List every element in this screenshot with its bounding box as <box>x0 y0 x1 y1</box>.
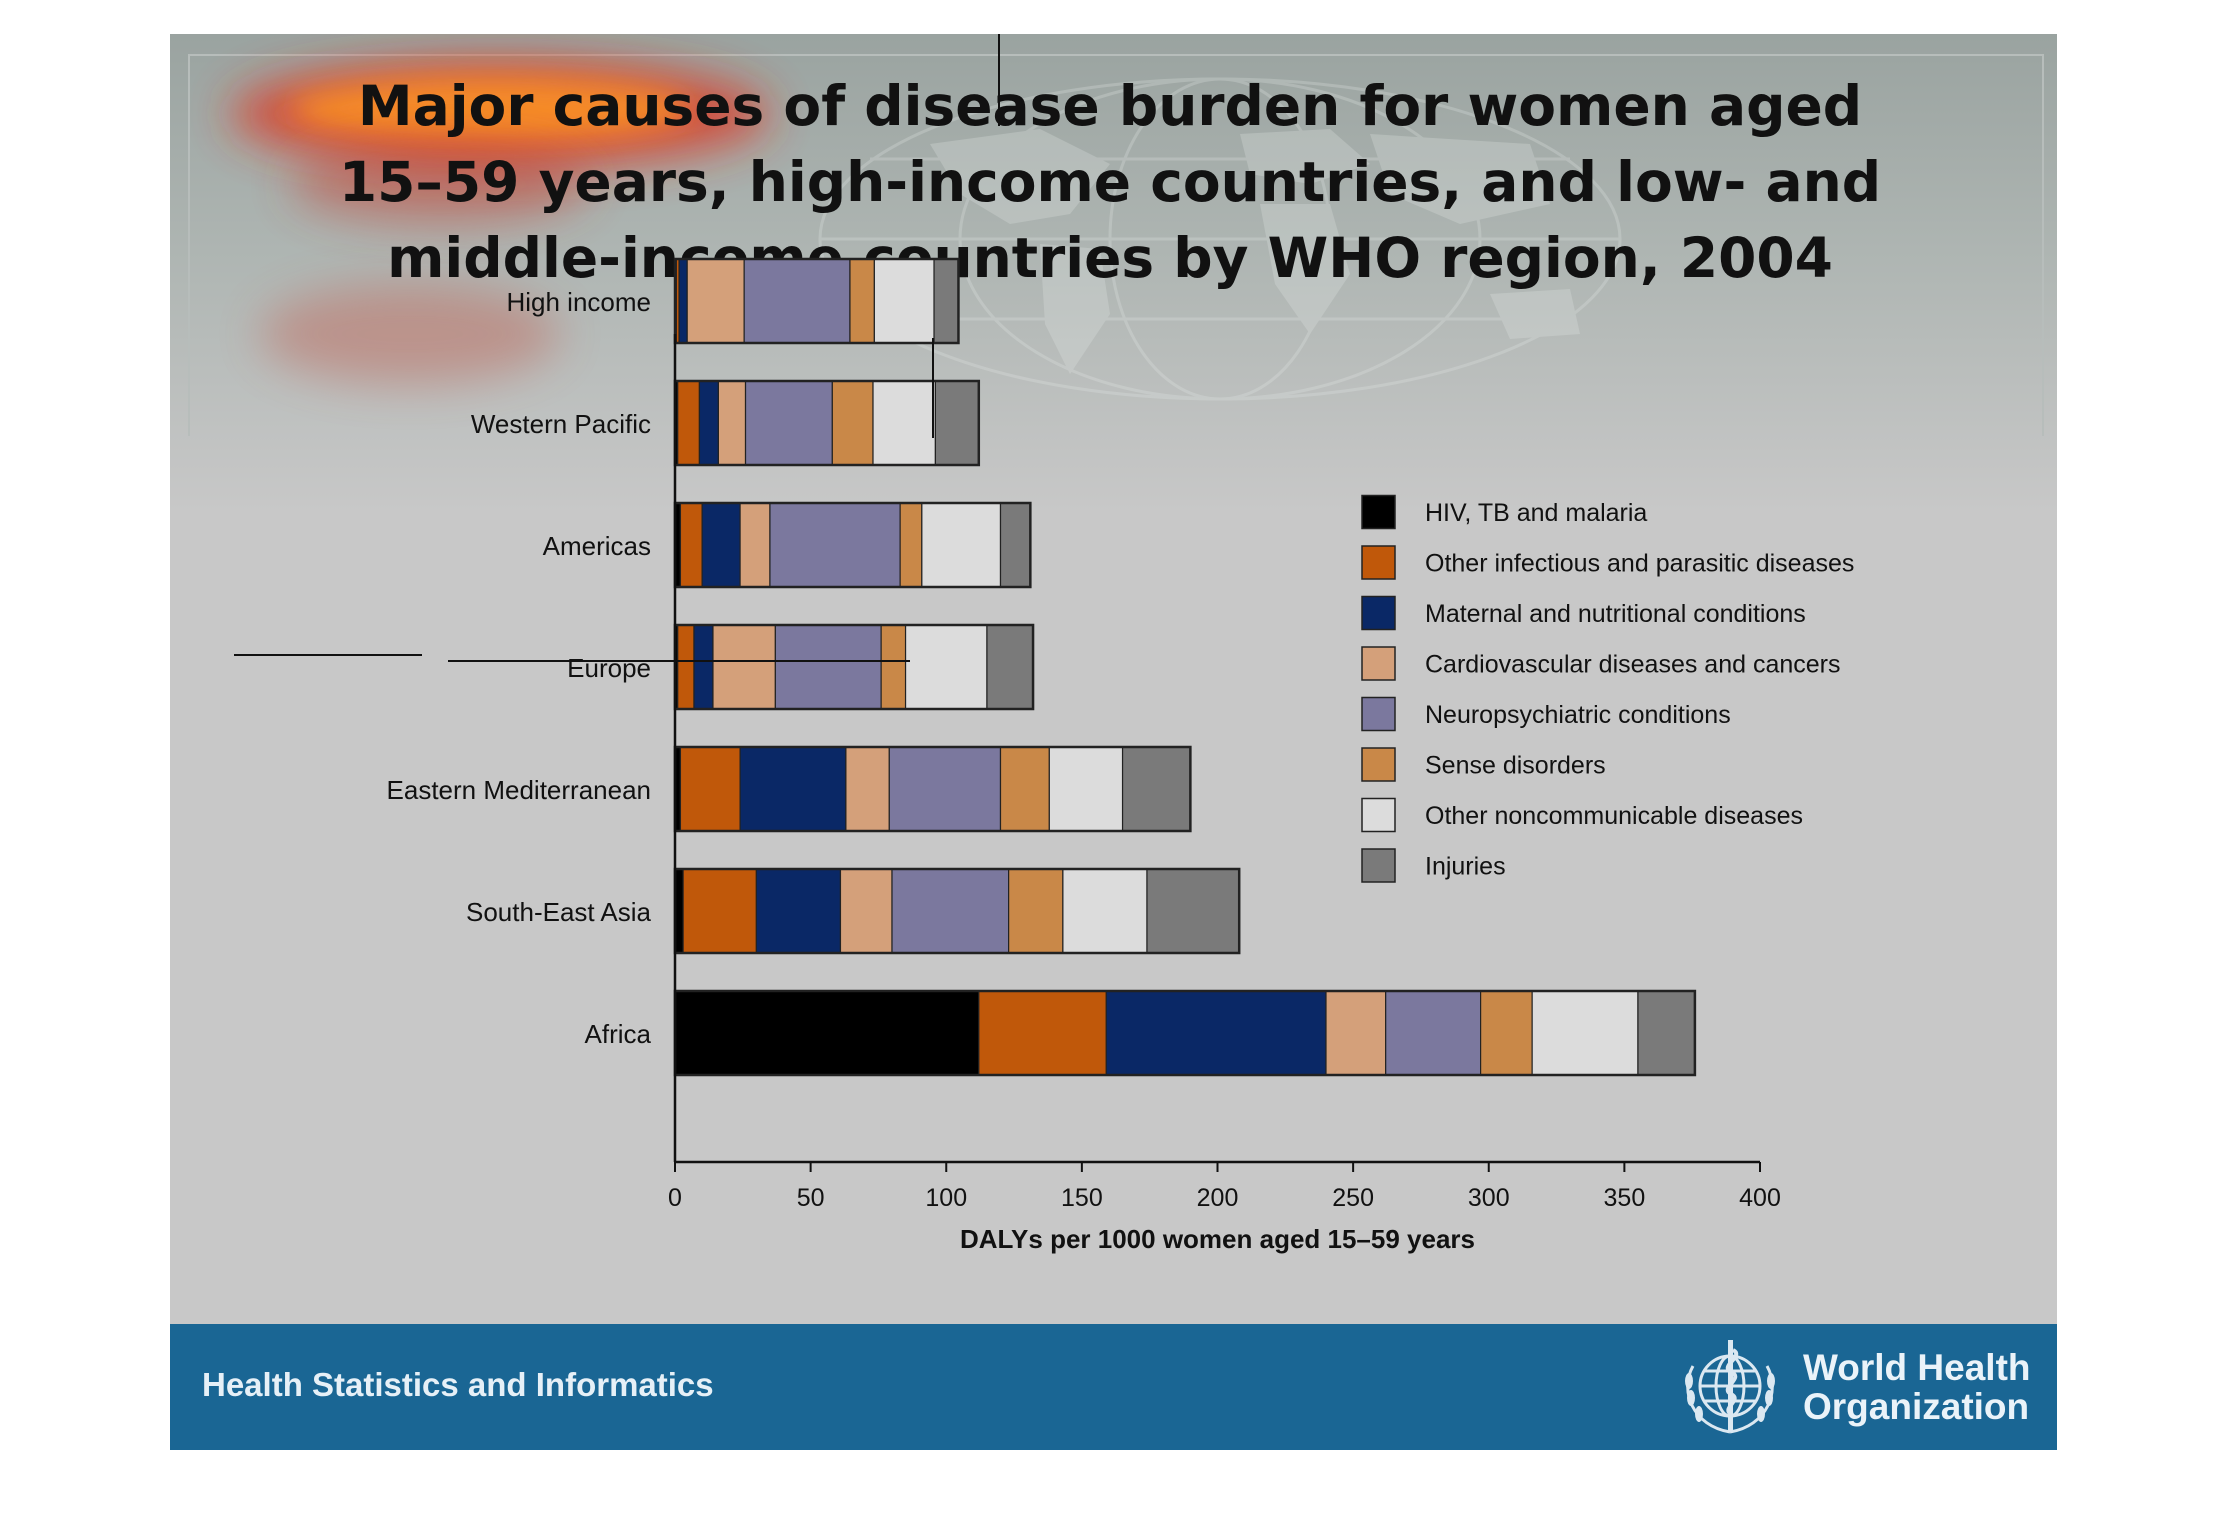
bar-segment <box>693 624 714 710</box>
bar-segment <box>682 868 757 954</box>
bar-segment <box>701 502 741 588</box>
bar-segment <box>888 746 1002 832</box>
bar-segment <box>739 502 771 588</box>
bar-segment <box>1385 990 1482 1076</box>
who-wordmark: World Health Organization <box>1803 1347 2031 1427</box>
category-label: Eastern Mediterranean <box>387 775 651 805</box>
category-label: High income <box>506 287 651 317</box>
bar-segment <box>769 502 901 588</box>
legend-swatch <box>1361 747 1396 782</box>
bar-segment <box>712 624 776 710</box>
slide-header-frame <box>188 54 2044 436</box>
bar-segment <box>1008 868 1064 954</box>
bar-segment <box>978 990 1107 1076</box>
bar-segment <box>677 380 701 466</box>
legend-label: Other infectious and parasitic diseases <box>1425 550 1854 578</box>
bar-segment <box>679 502 703 588</box>
category-label: Americas <box>543 531 651 561</box>
legend-label: Injuries <box>1425 853 1506 881</box>
legend-label: Sense disorders <box>1425 752 1606 780</box>
legend-label: Maternal and nutritional conditions <box>1425 600 1806 628</box>
category-label: Africa <box>585 1019 652 1049</box>
bar-segment <box>839 868 893 954</box>
annotation-line <box>234 654 422 656</box>
legend-label: Other noncommunicable diseases <box>1425 802 1803 830</box>
bar-segment <box>774 624 882 710</box>
bar-segment <box>921 502 1002 588</box>
bar-segment <box>934 380 980 466</box>
bar-segment <box>1146 868 1240 954</box>
annotation-line <box>998 34 1000 126</box>
x-tick-label: 0 <box>668 1184 682 1212</box>
legend-swatch <box>1361 848 1396 883</box>
bar-segment <box>1105 990 1327 1076</box>
bar-segment <box>880 624 907 710</box>
x-tick-label: 150 <box>1061 1184 1103 1212</box>
bar-segment <box>743 258 851 344</box>
bar-segment <box>1048 746 1124 832</box>
bar-segment <box>849 258 875 344</box>
bar-segment <box>679 746 741 832</box>
bar-segment <box>904 624 988 710</box>
legend-swatch <box>1361 545 1396 580</box>
x-tick-label: 300 <box>1468 1184 1510 1212</box>
x-tick-label: 100 <box>925 1184 967 1212</box>
legend-label: Neuropsychiatric conditions <box>1425 701 1731 729</box>
bar-outline <box>673 257 960 345</box>
annotation-line <box>932 338 934 438</box>
bar-segment <box>1480 990 1533 1076</box>
bar-segment <box>677 624 695 710</box>
bar-segment <box>899 502 923 588</box>
who-emblem-icon <box>1685 1340 1775 1434</box>
slide: Major causes of disease burden for women… <box>170 34 2057 1450</box>
bar-segment <box>1121 746 1191 832</box>
category-label: South-East Asia <box>466 897 652 927</box>
world-map-watermark-icon <box>818 77 1622 401</box>
stacked-bar-chart: High income Western Pacific Americas Europe… <box>387 257 1854 1254</box>
x-tick-label: 50 <box>797 1184 825 1212</box>
bar-segment <box>831 380 874 466</box>
bar-segment <box>739 746 847 832</box>
bar-segment <box>698 380 719 466</box>
bar-segment <box>1325 990 1387 1076</box>
bar-segment <box>986 624 1034 710</box>
bar-segment <box>755 868 842 954</box>
bar-segment <box>1531 990 1639 1076</box>
bar-segment <box>717 380 747 466</box>
x-axis-title: DALYs per 1000 women aged 15–59 years <box>960 1224 1475 1254</box>
bar-segment <box>845 746 890 832</box>
legend-swatch <box>1361 797 1396 833</box>
bar-segment <box>744 380 833 466</box>
bar-segment <box>678 258 688 344</box>
legend-swatch <box>1361 646 1396 681</box>
annotation-line <box>448 660 910 662</box>
footer-title: Health Statistics and Informatics <box>202 1366 714 1403</box>
bar-segment <box>686 258 745 344</box>
x-tick-label: 250 <box>1332 1184 1374 1212</box>
x-tick-label: 200 <box>1197 1184 1239 1212</box>
bar-segment <box>873 258 935 344</box>
bar-segment <box>872 380 937 466</box>
category-label: Western Pacific <box>471 409 651 439</box>
legend-label: Cardiovascular diseases and cancers <box>1425 651 1841 679</box>
bar-segment <box>891 868 1010 954</box>
legend-swatch <box>1361 595 1396 631</box>
x-tick-label: 350 <box>1604 1184 1646 1212</box>
bar-segment <box>933 258 960 344</box>
bar-segment <box>1637 990 1696 1076</box>
legend-swatch <box>1361 696 1396 732</box>
legend-swatch <box>1361 494 1396 530</box>
x-tick-label: 400 <box>1739 1184 1781 1212</box>
legend-label: HIV, TB and malaria <box>1425 499 1647 527</box>
bar-segment <box>999 746 1050 832</box>
bar-segment <box>1062 868 1148 954</box>
bar-segment <box>674 990 980 1076</box>
category-label: Europe <box>567 653 651 683</box>
bar-segment <box>999 502 1031 588</box>
footer-bar: Health Statistics and Informatics <box>170 1324 2057 1450</box>
